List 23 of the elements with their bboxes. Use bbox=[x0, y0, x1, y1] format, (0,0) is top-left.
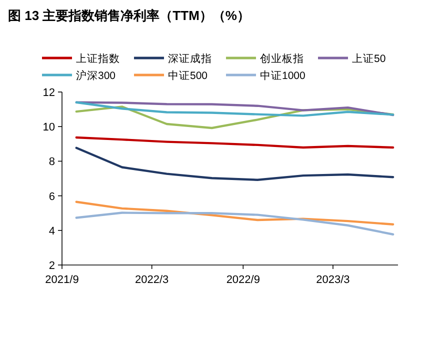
chart-title: 图 13 主要指数销售净利率（TTM）（%） bbox=[8, 8, 250, 23]
x-tick-label: 2023/3 bbox=[316, 274, 350, 286]
y-tick-label: 2 bbox=[48, 260, 55, 272]
x-tick-label: 2021/9 bbox=[45, 274, 79, 286]
y-tick-label: 8 bbox=[48, 156, 55, 168]
legend-label: 上证50 bbox=[352, 52, 386, 65]
line-series bbox=[75, 200, 394, 226]
x-tick-label: 2022/9 bbox=[226, 274, 260, 286]
line-series bbox=[75, 212, 394, 236]
legend-label: 创业板指 bbox=[260, 52, 304, 65]
legend-label: 中证500 bbox=[168, 69, 208, 82]
legend-label: 深证成指 bbox=[168, 52, 212, 65]
legend-label: 沪深300 bbox=[76, 69, 116, 82]
y-tick-label: 10 bbox=[42, 122, 55, 134]
line-series bbox=[75, 136, 394, 149]
legend-label: 上证指数 bbox=[76, 52, 120, 65]
y-tick-label: 6 bbox=[48, 190, 55, 203]
y-tick-label: 12 bbox=[42, 87, 55, 99]
y-tick-label: 4 bbox=[48, 225, 55, 238]
line-series bbox=[75, 146, 394, 181]
line-series bbox=[75, 106, 394, 130]
x-tick-label: 2022/3 bbox=[135, 274, 169, 286]
legend-label: 中证1000 bbox=[260, 69, 306, 82]
